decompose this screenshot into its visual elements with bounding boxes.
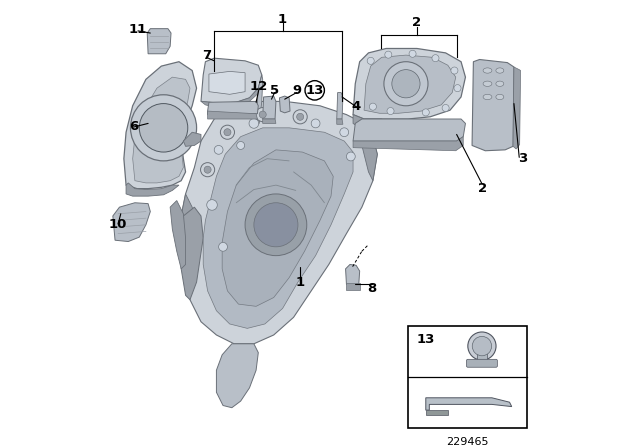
Circle shape: [367, 57, 374, 65]
Circle shape: [207, 200, 218, 210]
Ellipse shape: [483, 81, 492, 86]
Circle shape: [214, 146, 223, 154]
Polygon shape: [170, 201, 186, 269]
Polygon shape: [353, 48, 465, 119]
Polygon shape: [201, 58, 262, 103]
Polygon shape: [147, 29, 171, 54]
Circle shape: [384, 62, 428, 106]
Text: 13: 13: [305, 84, 324, 97]
Polygon shape: [353, 115, 381, 129]
Polygon shape: [426, 410, 448, 415]
Polygon shape: [337, 119, 343, 124]
Polygon shape: [207, 111, 257, 119]
Text: 2: 2: [477, 182, 487, 195]
Polygon shape: [337, 93, 343, 119]
Polygon shape: [132, 77, 190, 183]
Text: 12: 12: [250, 80, 268, 93]
Text: 4: 4: [351, 100, 361, 113]
Circle shape: [468, 332, 496, 360]
Polygon shape: [426, 398, 512, 410]
Text: 5: 5: [270, 84, 279, 97]
Ellipse shape: [483, 95, 492, 99]
Polygon shape: [353, 137, 463, 151]
Circle shape: [220, 125, 234, 139]
Circle shape: [346, 152, 355, 161]
FancyBboxPatch shape: [467, 359, 497, 367]
Polygon shape: [201, 88, 259, 108]
Polygon shape: [216, 344, 259, 408]
Polygon shape: [181, 194, 196, 256]
Polygon shape: [346, 283, 360, 290]
Polygon shape: [181, 207, 203, 300]
Ellipse shape: [496, 68, 504, 73]
Circle shape: [296, 113, 304, 121]
Polygon shape: [360, 123, 378, 181]
Text: 3: 3: [518, 152, 527, 165]
Circle shape: [392, 69, 420, 98]
Circle shape: [442, 104, 449, 112]
Polygon shape: [207, 101, 259, 115]
Polygon shape: [113, 203, 150, 241]
Polygon shape: [472, 60, 514, 151]
Ellipse shape: [483, 68, 492, 73]
Text: 13: 13: [416, 333, 435, 346]
Text: 6: 6: [129, 121, 139, 134]
Polygon shape: [262, 96, 276, 119]
Text: 9: 9: [292, 84, 301, 97]
Circle shape: [224, 129, 231, 136]
Circle shape: [409, 50, 416, 57]
Circle shape: [472, 336, 492, 356]
Polygon shape: [203, 128, 353, 328]
Text: 7: 7: [202, 48, 211, 61]
Polygon shape: [184, 132, 201, 146]
Circle shape: [254, 203, 298, 247]
Polygon shape: [124, 62, 196, 189]
Polygon shape: [222, 150, 333, 306]
Text: 8: 8: [367, 282, 376, 295]
Polygon shape: [256, 75, 262, 123]
Circle shape: [454, 85, 461, 92]
Circle shape: [385, 51, 392, 58]
Text: 10: 10: [109, 218, 127, 231]
Text: 2: 2: [412, 17, 422, 30]
Circle shape: [340, 128, 349, 137]
Circle shape: [131, 95, 196, 161]
Circle shape: [369, 103, 376, 110]
Circle shape: [204, 166, 211, 173]
Circle shape: [249, 119, 259, 128]
Polygon shape: [364, 55, 456, 113]
Polygon shape: [262, 119, 276, 123]
Polygon shape: [353, 119, 465, 141]
Polygon shape: [209, 71, 245, 95]
Circle shape: [200, 163, 214, 177]
Text: 1: 1: [296, 276, 305, 289]
Polygon shape: [126, 183, 179, 196]
Circle shape: [305, 81, 324, 100]
Polygon shape: [513, 67, 520, 149]
Circle shape: [219, 242, 227, 251]
Circle shape: [140, 103, 188, 152]
Text: 229465: 229465: [447, 437, 489, 447]
Ellipse shape: [496, 81, 504, 86]
Circle shape: [422, 109, 429, 116]
Polygon shape: [346, 264, 360, 287]
Circle shape: [451, 67, 458, 74]
Circle shape: [255, 108, 269, 122]
Polygon shape: [181, 101, 378, 344]
Bar: [408, 326, 527, 427]
Circle shape: [311, 119, 320, 128]
Ellipse shape: [496, 95, 504, 99]
Bar: [477, 345, 487, 363]
Circle shape: [237, 142, 244, 150]
Polygon shape: [280, 96, 290, 113]
Circle shape: [293, 110, 307, 124]
Text: 1: 1: [278, 13, 287, 26]
Text: 11: 11: [129, 23, 147, 36]
Circle shape: [432, 55, 439, 62]
Circle shape: [387, 108, 394, 115]
Circle shape: [259, 111, 266, 118]
Circle shape: [245, 194, 307, 256]
